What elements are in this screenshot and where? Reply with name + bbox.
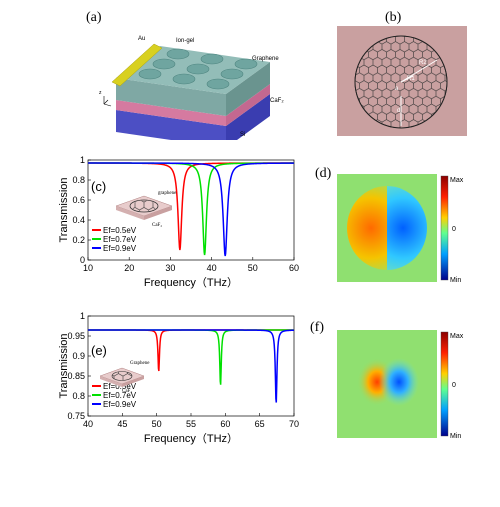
y-tick-label: 0.6: [72, 195, 85, 205]
x-tick-label: 10: [83, 263, 93, 273]
x-tick-label: 20: [124, 263, 134, 273]
y-tick-label: 0.8: [72, 391, 85, 401]
au-label: Au: [138, 36, 145, 42]
series-line: [88, 329, 295, 403]
inset-e-caf2-label: CaF₂: [122, 389, 132, 394]
x-tick-label: 60: [289, 263, 299, 273]
x-tick-label: 40: [83, 419, 93, 429]
caf2-label: CaF₂: [270, 98, 284, 104]
si-side: [226, 94, 270, 140]
y-tick-label: 1: [80, 155, 85, 165]
colorbar-min: Min: [450, 277, 461, 284]
series-line: [88, 162, 294, 257]
inset-c: graphene CaF₂: [108, 184, 178, 230]
r2-label: R2: [419, 60, 427, 66]
inset-e-graphene-label: Graphene: [130, 361, 150, 366]
device-schematic: z Au Ion-gel Graphene CaF₂ Si: [99, 36, 284, 140]
plot-area: [87, 315, 295, 417]
inset-c-graphene-label: graphene: [158, 191, 177, 196]
iongel-front: [116, 78, 226, 116]
y-tick-label: 0.85: [67, 371, 85, 381]
field-lobe-negative: [379, 358, 419, 406]
iongel-label: Ion-gel: [176, 38, 194, 44]
si-label: Si: [240, 132, 245, 138]
legend-entry: Ef=0.7eV: [103, 235, 137, 244]
field-lobe-negative: [387, 186, 427, 270]
x-axis-label: Frequency（THz）: [144, 432, 238, 445]
y-tick-label: 0.8: [72, 175, 85, 185]
field-lobe-positive: [347, 186, 387, 270]
panel-c-label: (c): [91, 179, 106, 194]
r1-label: R1: [407, 76, 415, 82]
x-tick-label: 70: [289, 419, 299, 429]
x-axis-label: Frequency（THz）: [144, 276, 238, 289]
legend-entry: Ef=0.5eV: [103, 226, 137, 235]
axis-triad: [103, 96, 112, 107]
x-tick-label: 40: [207, 263, 217, 273]
si-front: [116, 110, 226, 140]
inset-c-caf2-label: CaF₂: [152, 223, 162, 228]
iongel-side: [226, 62, 270, 116]
dimension-markers: [400, 59, 438, 126]
y-tick-label: 0: [80, 255, 85, 265]
axis-label: z: [99, 90, 102, 96]
colorbar: [440, 331, 449, 437]
y-axis-label: Transmission: [58, 178, 70, 243]
inset-e: Graphene CaF₂: [96, 358, 160, 394]
colorbar-zero: 0: [452, 382, 456, 389]
x-tick-label: 30: [165, 263, 175, 273]
au-electrode: [111, 43, 163, 87]
x-tick-label: 55: [186, 419, 196, 429]
x-tick-label: 60: [220, 419, 230, 429]
d-label: d: [397, 108, 400, 114]
graphene-disks: [138, 48, 258, 90]
colorbar-max: Max: [450, 177, 464, 184]
panel-e-label: (e): [91, 343, 107, 358]
legend-entry: Ef=0.9eV: [103, 244, 137, 253]
legend-entry: Ef=0.9eV: [103, 400, 137, 409]
y-tick-label: 0.2: [72, 235, 85, 245]
colorbar-max: Max: [450, 333, 464, 340]
panel-d-label: (d): [315, 166, 332, 181]
y-tick-label: 0.4: [72, 215, 85, 225]
field-map-d: Max 0 Min: [337, 174, 464, 284]
panel-a-label: (a): [86, 10, 102, 25]
y-tick-label: 0.9: [72, 351, 85, 361]
caf2-side: [226, 84, 270, 126]
colorbar: [440, 175, 449, 281]
y-tick-label: 0.75: [67, 411, 85, 421]
caf2-front: [116, 100, 226, 126]
y-tick-label: 1: [80, 311, 85, 321]
a-label: a: [395, 86, 399, 92]
panel-f-label: (f): [310, 320, 324, 335]
y-tick-label: 0.95: [67, 331, 85, 341]
graphene-label: Graphene: [252, 56, 279, 62]
legend-entry: Ef=0.5eV: [103, 382, 137, 391]
field-map-f: Max 0 Min: [337, 330, 464, 440]
legend-entry: Ef=0.7eV: [103, 391, 137, 400]
x-tick-label: 50: [152, 419, 162, 429]
y-axis-label: Transmission: [58, 334, 70, 399]
chart-c: (c) 10 20 30 40 50 60 0 0.2 0.4 0.6 0.8 1 Frequency（…: [58, 155, 299, 289]
colorbar-zero: 0: [452, 226, 456, 233]
x-tick-label: 65: [255, 419, 265, 429]
x-tick-label: 50: [248, 263, 258, 273]
disk-outline: [354, 35, 448, 129]
chart-e: (e) 40 45 50 55 60 65 70 0.75 0.8 0.85 0.9 0.95 1 Fre…: [58, 311, 299, 445]
graphene-disk-unit-cell: R2 R1 a d: [337, 26, 467, 136]
colorbar-min: Min: [450, 433, 461, 440]
x-tick-label: 45: [117, 419, 127, 429]
panel-b-label: (b): [385, 10, 402, 25]
